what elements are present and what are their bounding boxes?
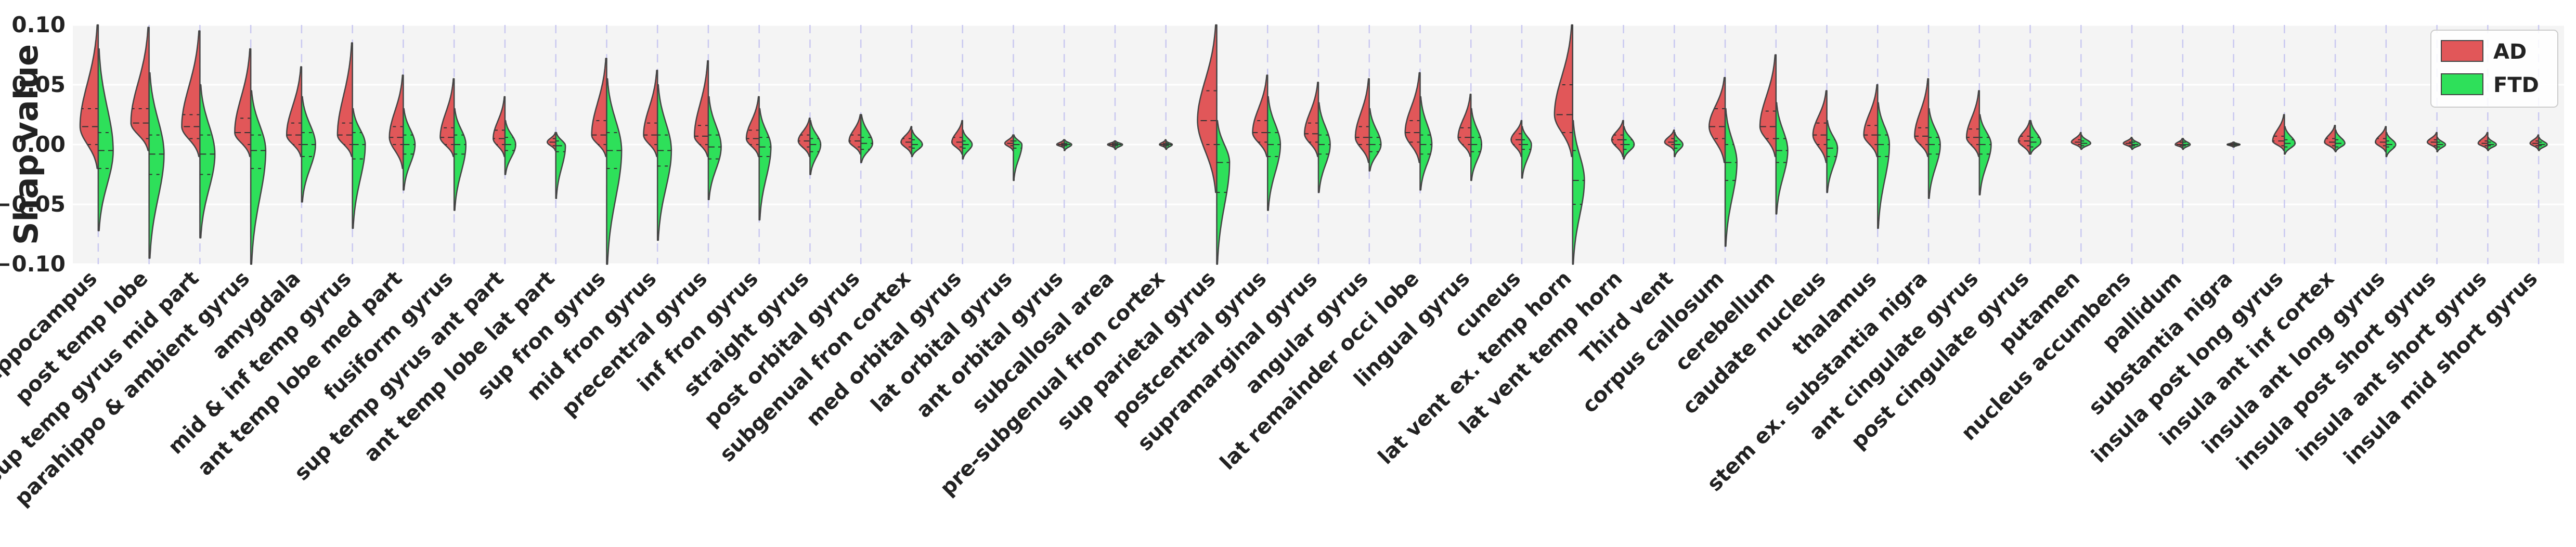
legend: AD FTD (2430, 30, 2558, 108)
ad-violin-half (1812, 90, 1828, 163)
y-tick-label: 0.00 (11, 132, 66, 157)
ftd-violin-half (1317, 102, 1331, 193)
ftd-violin-half (504, 120, 516, 175)
y-tick-label: −0.10 (0, 251, 66, 277)
ftd-violin-half (1013, 134, 1023, 181)
ftd-violin-half (809, 120, 822, 175)
ftd-violin-half (1419, 96, 1433, 191)
ftd-violin-half (1927, 108, 1941, 199)
ftd-violin-half (1266, 96, 1281, 211)
ftd-violin-half (199, 84, 216, 239)
ftd-violin-half (911, 129, 923, 158)
ad-violin-half (2272, 114, 2285, 151)
ad-violin-half (234, 48, 252, 158)
y-tick-label: −0.05 (0, 191, 66, 217)
ftd-violin-half (860, 114, 874, 163)
ad-violin-half (1404, 72, 1421, 163)
ad-violin-half (1304, 82, 1319, 158)
ftd-violin-half (758, 108, 772, 221)
ad-violin-half (79, 24, 99, 170)
ftd-violin-half (403, 108, 416, 191)
ftd-violin-half (97, 48, 114, 231)
ad-violin-half (181, 30, 201, 158)
ad-violin-half (591, 58, 607, 158)
y-tick-label: 0.10 (11, 12, 66, 37)
ad-violin-half (1354, 78, 1370, 163)
ad-violin-half (493, 96, 506, 158)
ad-violin-half (1252, 74, 1268, 158)
violin-layer (79, 24, 2548, 265)
ad-violin-half (130, 27, 150, 151)
ad-violin-half (1554, 24, 1574, 158)
ad-violin-half (1759, 54, 1777, 158)
ad-violin-half (1004, 134, 1014, 151)
ad-violin-half (1664, 129, 1675, 151)
ad-violin-half (745, 96, 760, 158)
ftd-violin-half (1623, 126, 1635, 160)
ftd-violin-half (1368, 108, 1382, 172)
legend-label-ad: AD (2493, 40, 2527, 64)
ftd-violin-half (2334, 129, 2346, 153)
ad-violin-half (2426, 132, 2438, 150)
ftd-violin-half (2131, 138, 2141, 150)
ftd-violin-half (1978, 114, 1992, 196)
ftd-violin-half (1216, 120, 1231, 265)
y-tick-label: 0.05 (11, 72, 66, 97)
ftd-violin-half (1877, 102, 1891, 229)
ftd-violin-half (250, 90, 267, 265)
ad-violin-half (1197, 24, 1218, 193)
ftd-violin-half (2029, 120, 2042, 155)
legend-swatch-ad (2441, 40, 2483, 62)
ftd-violin-half (606, 78, 623, 265)
ftd-violin-half (555, 132, 566, 199)
ftd-violin-half (2182, 138, 2191, 150)
ftd-violin-half (707, 96, 722, 201)
ad-violin-half (389, 74, 404, 170)
ad-violin-half (1965, 90, 1980, 158)
ad-violin-half (1457, 94, 1472, 158)
ad-violin-half (694, 60, 709, 158)
ftd-violin-half (352, 108, 366, 229)
ftd-violin-half (301, 96, 316, 203)
legend-swatch-ftd (2441, 73, 2483, 95)
ad-violin-half (1914, 78, 1930, 158)
ftd-violin-half (1724, 108, 1738, 247)
ftd-violin-half (1775, 102, 1789, 215)
ftd-violin-half (656, 84, 672, 241)
ftd-violin-half (1572, 120, 1585, 265)
ad-violin-half (1510, 120, 1523, 158)
ftd-violin-half (2487, 136, 2497, 151)
ftd-violin-half (2538, 136, 2548, 151)
ftd-violin-half (453, 108, 467, 211)
ftd-violin-half (1826, 120, 1839, 193)
ad-violin-half (2477, 132, 2489, 150)
ad-violin-half (1863, 84, 1879, 158)
ad-violin-half (286, 66, 303, 158)
y-axis-label: Shap value (7, 44, 45, 245)
y-axis: 0.10 0.05 0.00 −0.05 −0.10 (0, 12, 66, 277)
ad-violin-half (336, 42, 353, 158)
ad-violin-half (951, 120, 963, 155)
ad-violin-half (1611, 120, 1624, 158)
ftd-violin-half (1063, 139, 1072, 151)
ftd-violin-half (148, 72, 165, 259)
ad-violin-half (1708, 76, 1726, 163)
legend-label-ftd: FTD (2493, 73, 2539, 97)
